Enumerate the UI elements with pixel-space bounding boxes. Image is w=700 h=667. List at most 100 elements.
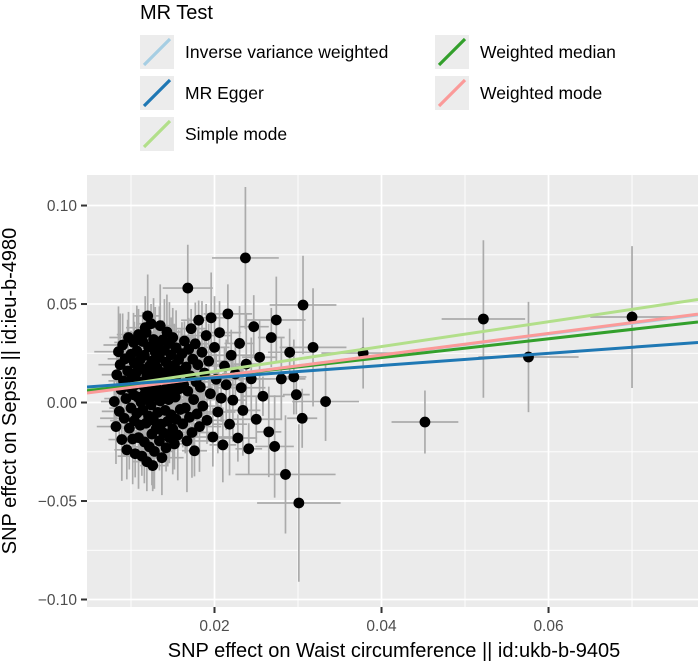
legend-item: Weighted mode (435, 76, 616, 110)
snp-data-point (200, 330, 212, 341)
snp-data-point (201, 414, 213, 426)
snp-data-point (110, 421, 122, 432)
legend-item-label: Simple mode (185, 123, 288, 144)
snp-data-point (156, 452, 168, 464)
snp-data-point (167, 332, 179, 343)
snp-data-point (207, 431, 219, 443)
snp-data-point (227, 394, 239, 406)
regression-line-simple-mode (87, 298, 698, 392)
snp-data-point (179, 335, 190, 347)
snp-data-point (193, 314, 205, 326)
legend-column-1: Inverse variance weighted MR Egger Simple … (140, 35, 435, 158)
snp-data-point (182, 385, 194, 397)
legend-item-label: Weighted median (480, 41, 616, 62)
y-tick-label: 0.00 (47, 395, 78, 412)
y-tick-label: −0.10 (38, 592, 78, 609)
y-tick-label: 0.10 (47, 198, 78, 215)
legend-item-label: MR Egger (185, 82, 264, 103)
snp-data-point (284, 346, 296, 358)
snp-data-point (240, 252, 251, 264)
snp-data-point (254, 351, 266, 363)
snp-data-point (189, 338, 201, 350)
snp-data-point (209, 341, 220, 353)
legend-key-swatch (435, 76, 469, 110)
legend: MR Test Inverse variance weighted MR Egge… (140, 2, 616, 158)
snp-data-point (194, 381, 206, 393)
snp-data-point (142, 310, 154, 322)
x-axis-title: SNP effect on Waist circumference || id:… (168, 640, 620, 662)
snp-data-point (188, 394, 200, 405)
snp-data-point (257, 390, 269, 402)
legend-column-2: Weighted median Weighted mode (435, 35, 616, 117)
snp-data-point (194, 421, 205, 432)
axis-tick-marks (81, 204, 550, 613)
y-tick-label: 0.05 (47, 296, 77, 313)
snp-data-point (293, 497, 305, 509)
snp-data-point (215, 392, 227, 404)
snp-data-point (189, 445, 200, 457)
legend-key-swatch (140, 117, 174, 151)
snp-data-point (196, 346, 208, 358)
x-tick-label: 0.02 (199, 618, 229, 635)
snp-data-point (234, 338, 245, 349)
snp-data-point (265, 332, 277, 343)
snp-data-point (477, 313, 489, 325)
legend-key-swatch (140, 35, 174, 69)
snp-data-point (147, 460, 159, 471)
regression-lines-layer (87, 298, 698, 395)
snp-data-point (232, 432, 244, 444)
axis-tick-labels: 0.02 0.04 0.06 0.10 0.05 0.00 −0.05 −0.10 (38, 198, 564, 635)
snp-data-point (138, 349, 150, 361)
snp-data-point (224, 418, 235, 430)
snp-data-point (214, 327, 225, 338)
snp-data-point (169, 438, 180, 450)
snp-data-point (203, 355, 215, 367)
snp-data-point (270, 314, 282, 326)
y-axis-title: SNP effect on Sepsis || id:ieu-b-4980 (0, 228, 21, 555)
legend-item-label: Weighted mode (480, 82, 603, 103)
snp-data-point (148, 445, 160, 457)
snp-data-point (128, 337, 139, 348)
snp-data-point (177, 418, 189, 430)
snp-data-point (160, 442, 172, 454)
snp-data-point (139, 322, 151, 334)
y-tick-label: −0.05 (38, 493, 77, 510)
snp-data-point (419, 416, 431, 428)
snp-data-point (185, 323, 197, 335)
snp-data-point (288, 371, 300, 383)
snp-data-point (280, 469, 291, 480)
snp-data-point (169, 391, 181, 403)
legend-columns: Inverse variance weighted MR Egger Simple … (140, 35, 616, 158)
legend-key-line-icon (142, 78, 172, 108)
snp-data-point (116, 434, 128, 445)
snp-data-point (192, 359, 204, 371)
snp-data-point (275, 373, 287, 385)
snp-data-point (121, 444, 133, 456)
snp-data-point (290, 389, 302, 401)
snp-data-point (220, 379, 232, 391)
snp-data-point (250, 413, 262, 425)
legend-key-swatch (435, 35, 469, 69)
snp-data-point (307, 341, 319, 353)
regression-line-mr-egger (87, 340, 698, 389)
snp-data-point (222, 308, 234, 320)
x-tick-label: 0.06 (533, 618, 563, 635)
snp-data-point (225, 349, 237, 361)
snp-data-point (117, 339, 129, 351)
snp-data-point (248, 321, 260, 333)
legend-key-line-icon (142, 37, 172, 67)
legend-key-line-icon (437, 78, 467, 108)
legend-key-swatch (140, 76, 174, 110)
snp-data-point (197, 400, 209, 412)
snp-data-point (182, 282, 194, 294)
snp-data-point (626, 311, 638, 323)
gridlines-major (87, 175, 698, 607)
snp-data-point (186, 427, 198, 438)
legend-key-line-icon (142, 119, 172, 149)
legend-item-label: Inverse variance weighted (185, 41, 389, 62)
snp-data-point (212, 406, 224, 418)
snp-data-point (179, 402, 191, 414)
snp-data-point (181, 435, 193, 447)
